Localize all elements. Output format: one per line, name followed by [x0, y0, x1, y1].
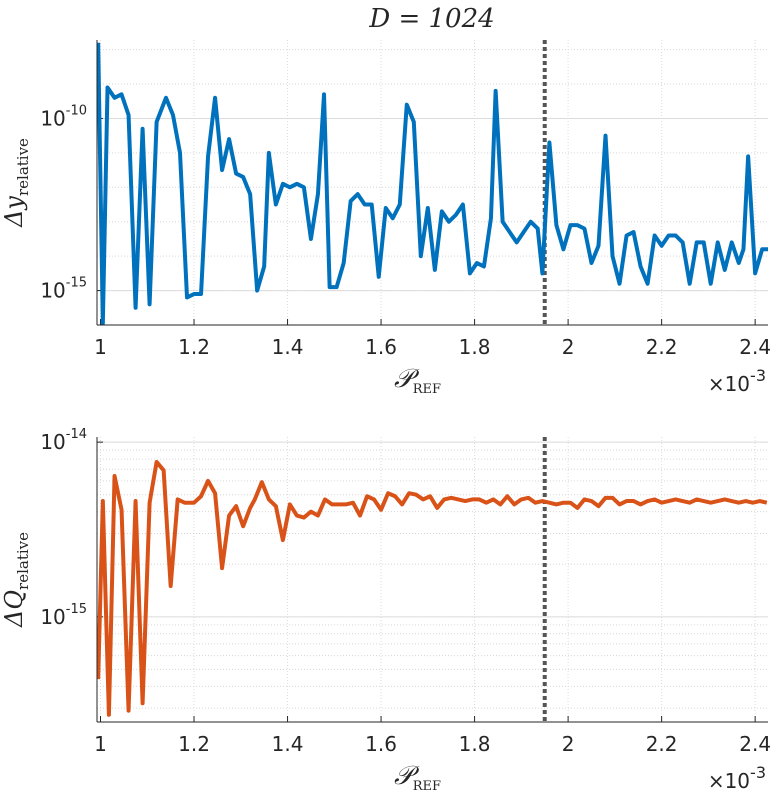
y-tick-label: 10-15: [40, 276, 87, 303]
y-tick-exponent: -14: [66, 427, 87, 442]
x-multiplier-exponent: -3: [750, 366, 766, 385]
x-tick-label: 2.4: [739, 335, 771, 359]
x-tick-label: 2.4: [739, 732, 771, 756]
data-line: [97, 42, 768, 325]
y-label-main: Δy: [0, 196, 28, 228]
y-tick-base: 10: [40, 279, 65, 303]
y-tick-base: 10: [40, 430, 65, 454]
y-tick-exponent: -10: [66, 103, 87, 118]
data-line: [97, 459, 768, 717]
x-tick-label: 2: [562, 335, 575, 359]
x-tick-label: 2.2: [646, 335, 678, 359]
x-tick-label: 1: [94, 732, 107, 756]
x-tick-label: 2: [562, 732, 575, 756]
y-tick-label: 10-14: [40, 427, 87, 454]
x-axis-label: 𝒫REF: [394, 761, 441, 794]
x-multiplier-base: ×10: [708, 769, 750, 793]
y-axis-label: Δyrelative: [0, 138, 32, 228]
x-multiplier-exponent: -3: [750, 763, 766, 782]
y-tick-base: 10: [40, 106, 65, 130]
y-axis-label: ΔQrelative: [0, 532, 32, 628]
x-axis-label: 𝒫REF: [394, 364, 441, 397]
x-label-sub: REF: [413, 779, 441, 794]
x-tick-label: 1.4: [272, 732, 304, 756]
x-tick-label: 1.6: [365, 335, 397, 359]
y-tick-exponent: -15: [66, 276, 87, 291]
y-tick-exponent: -15: [66, 602, 87, 617]
x-tick-label: 1.6: [365, 732, 397, 756]
y-tick-base: 10: [40, 605, 65, 629]
x-tick-label: 1.8: [459, 335, 491, 359]
chart-title: D = 1024: [368, 4, 494, 34]
y-tick-label: 10-15: [40, 602, 87, 629]
x-tick-label: 1.2: [178, 335, 210, 359]
y-label-main: ΔQ: [0, 590, 28, 628]
x-multiplier: ×10-3: [708, 366, 766, 396]
x-multiplier: ×10-3: [708, 763, 766, 793]
x-multiplier-base: ×10: [708, 372, 750, 396]
y-tick-label: 10-10: [40, 103, 87, 130]
x-tick-label: 1.8: [459, 732, 491, 756]
y-label-sub: relative: [14, 138, 32, 196]
x-tick-label: 1.4: [272, 335, 304, 359]
x-tick-label: 2.2: [646, 732, 678, 756]
x-tick-label: 1.2: [178, 732, 210, 756]
x-tick-label: 1: [94, 335, 107, 359]
x-label-sub: REF: [413, 382, 441, 397]
y-label-sub: relative: [14, 532, 32, 590]
